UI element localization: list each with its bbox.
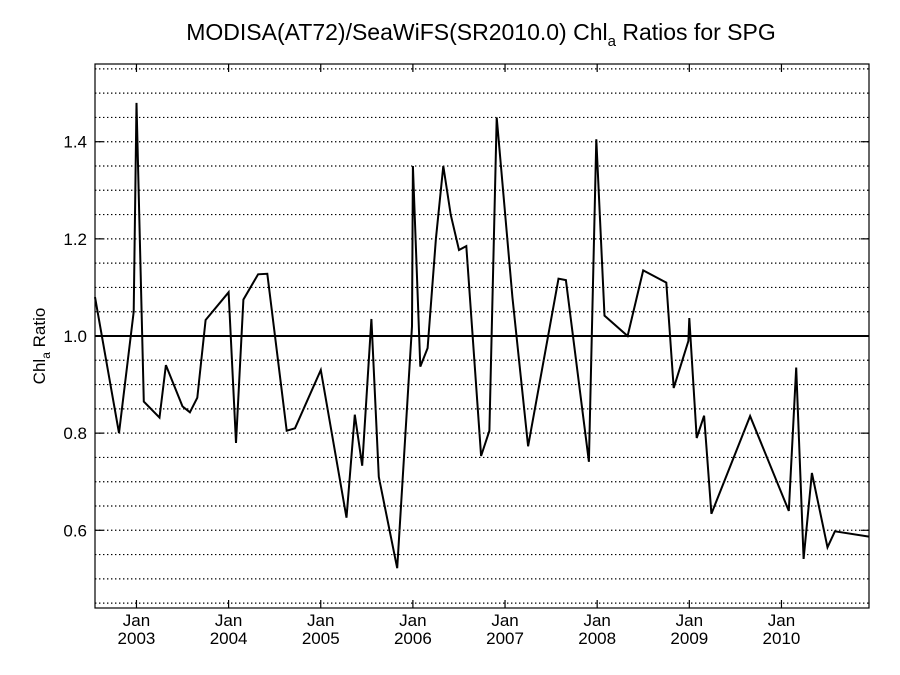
x-tick-label-month: Jan (583, 611, 610, 630)
x-tick-label-year: 2004 (210, 629, 248, 648)
x-tick-label-year: 2005 (302, 629, 340, 648)
y-tick-label: 1.2 (63, 230, 87, 249)
y-tick-label: 1.4 (63, 133, 87, 152)
x-tick-label-month: Jan (399, 611, 426, 630)
y-tick-label: 1.0 (63, 327, 87, 346)
data-line-layer (94, 102, 870, 569)
chart-title: MODISA(AT72)/SeaWiFS(SR2010.0) Chla Rati… (186, 19, 775, 50)
x-tick-label-year: 2009 (670, 629, 708, 648)
x-tick-label-month: Jan (307, 611, 334, 630)
tick-layer: 0.60.81.01.21.4Jan2003Jan2004Jan2005Jan2… (63, 64, 869, 648)
gridlines (95, 68, 869, 604)
x-tick-label-year: 2007 (486, 629, 524, 648)
x-tick-label-month: Jan (768, 611, 795, 630)
x-tick-label-year: 2003 (118, 629, 156, 648)
x-tick-label-year: 2008 (578, 629, 616, 648)
y-tick-label: 0.8 (63, 424, 87, 443)
series-line (94, 102, 870, 569)
y-axis-label-suffix: Ratio (30, 308, 49, 352)
chart-title-subscript: a (608, 33, 617, 50)
y-axis-label-main: Chl (30, 359, 49, 385)
chart-title-main: MODISA(AT72)/SeaWiFS(SR2010.0) Chl (186, 19, 607, 45)
x-tick-label-year: 2010 (763, 629, 801, 648)
y-tick-label: 0.6 (63, 521, 87, 540)
x-tick-label-month: Jan (676, 611, 703, 630)
x-tick-label-month: Jan (491, 611, 518, 630)
x-tick-label-year: 2006 (394, 629, 432, 648)
x-tick-label-month: Jan (215, 611, 242, 630)
x-tick-label-month: Jan (123, 611, 150, 630)
y-axis-label: Chla Ratio (30, 308, 53, 385)
y-axis-label-subscript: a (39, 352, 53, 359)
chart-title-suffix: Ratios for SPG (616, 19, 776, 45)
